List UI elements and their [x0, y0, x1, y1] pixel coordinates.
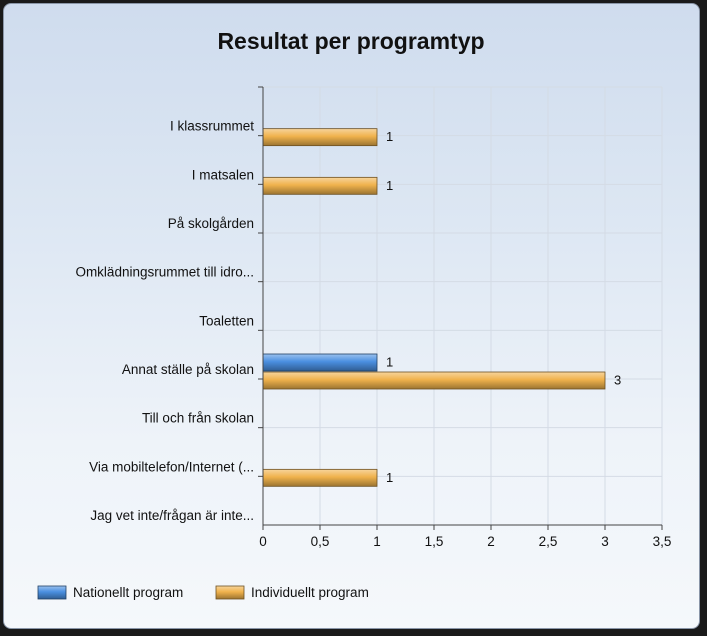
bar-individuellt: [262, 468, 378, 487]
legend: Nationellt program Individuellt program: [37, 585, 369, 600]
labels: 0 0,5 1 1,5 2 2,5 3 3,5 I klassrummet I matsalen P…: [75, 119, 671, 549]
chart-title: Resultat per programtyp: [217, 28, 484, 54]
bar-individuellt: [262, 371, 606, 390]
category-label: Via mobiltelefon/Internet (...: [89, 459, 254, 474]
bar-nationellt: [262, 353, 378, 372]
category-label: Omklädningsrummet till idro...: [75, 265, 254, 280]
data-label: 1: [386, 355, 393, 370]
data-label: 1: [386, 129, 393, 144]
category-label: I klassrummet: [170, 119, 254, 134]
legend-label: Individuellt program: [251, 585, 369, 600]
x-tick-label: 3: [601, 534, 609, 549]
category-label: Annat ställe på skolan: [122, 362, 254, 377]
x-tick-label: 2,5: [539, 534, 558, 549]
x-tick-label: 1,5: [425, 534, 444, 549]
data-label: 1: [386, 178, 393, 193]
category-label: Jag vet inte/frågan är inte...: [90, 508, 254, 523]
category-label: I matsalen: [192, 167, 254, 182]
category-label: Toaletten: [199, 313, 254, 328]
axes: [258, 86, 663, 530]
x-tick-label: 3,5: [653, 534, 672, 549]
category-label: På skolgården: [168, 216, 254, 231]
x-tick-label: 2: [487, 534, 495, 549]
x-tick-label: 0,5: [311, 534, 330, 549]
bar-individuellt: [262, 176, 378, 195]
legend-label: Nationellt program: [73, 585, 183, 600]
data-label: 1: [386, 470, 393, 485]
bar-individuellt: [262, 128, 378, 147]
x-tick-label: 1: [373, 534, 381, 549]
data-label: 3: [614, 373, 621, 388]
legend-swatch: [37, 585, 67, 600]
bars: [262, 128, 606, 487]
grid: [262, 86, 663, 526]
x-tick-label: 0: [259, 534, 267, 549]
category-label: Till och från skolan: [142, 411, 254, 426]
legend-swatch: [215, 585, 245, 600]
